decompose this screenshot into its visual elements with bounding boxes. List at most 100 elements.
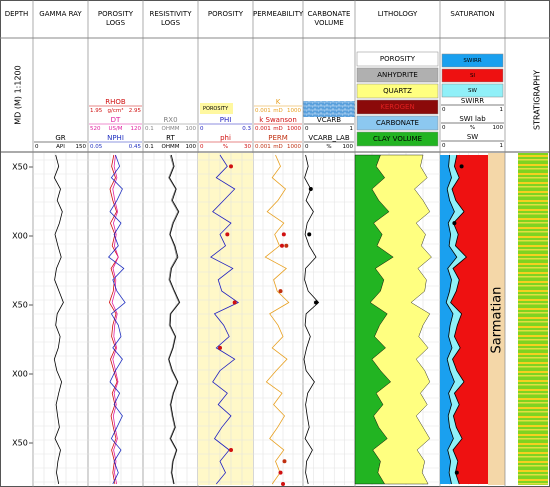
swirr-fill bbox=[440, 155, 457, 484]
curve-name: phi bbox=[220, 134, 231, 142]
scale-unit: % bbox=[326, 144, 331, 150]
scale-min: 0 bbox=[35, 144, 39, 150]
track-label: POROSITY bbox=[203, 106, 229, 112]
legend-swatch bbox=[356, 67, 439, 83]
log-curve bbox=[108, 154, 126, 485]
legend-label: SI bbox=[470, 73, 475, 79]
depth-label: X50 bbox=[12, 163, 28, 172]
strat-title: STRATIGRAPHY bbox=[533, 70, 542, 130]
scale-max: 1 bbox=[350, 126, 354, 132]
legend-swatch bbox=[356, 131, 439, 147]
lab-point bbox=[308, 187, 313, 192]
scale-unit: % bbox=[223, 144, 228, 150]
legend-label: CARBONATE bbox=[376, 119, 419, 127]
track-title: SATURATION bbox=[450, 10, 495, 18]
log-curve bbox=[168, 154, 181, 485]
depth-label: X00 bbox=[12, 232, 28, 241]
strat-unit: Sarmatian bbox=[490, 287, 505, 354]
legend-swatch bbox=[356, 83, 439, 99]
scale-min: 0.1 bbox=[145, 144, 154, 150]
log-curve bbox=[53, 154, 64, 485]
lab-point bbox=[278, 470, 283, 475]
scale-min: 0 bbox=[305, 144, 309, 150]
lab-point bbox=[281, 232, 286, 237]
scale-unit: OHMM bbox=[162, 126, 180, 132]
scale-unit: mD bbox=[273, 126, 283, 132]
legend-label: POROSITY bbox=[380, 55, 416, 63]
log-curve bbox=[167, 154, 180, 485]
scale-min: 0 bbox=[305, 126, 309, 132]
legend-swatch bbox=[441, 83, 504, 98]
strat-column bbox=[518, 153, 548, 485]
track-bg bbox=[198, 153, 253, 485]
curve-name: SWIRR bbox=[461, 97, 484, 105]
track-title: CARBONATE VOLUME bbox=[307, 10, 351, 27]
legend-swatch bbox=[441, 68, 504, 83]
scale-min: 0 bbox=[442, 143, 446, 149]
curve-name: RX0 bbox=[163, 116, 177, 124]
scale-max: 120 bbox=[131, 126, 142, 132]
scale-min: 520 bbox=[90, 126, 101, 132]
log-curve bbox=[303, 154, 320, 485]
label-box bbox=[200, 103, 233, 114]
track-title: RESISTIVITY LOGS bbox=[149, 10, 192, 27]
scale-unit: mD bbox=[273, 108, 283, 114]
si-fill bbox=[450, 155, 488, 484]
track-title: LITHOLOGY bbox=[377, 10, 418, 18]
sw-fill bbox=[446, 155, 467, 484]
scale-min: 1.95 bbox=[90, 108, 103, 114]
scale-max: 100 bbox=[343, 144, 354, 150]
log-curve bbox=[210, 154, 240, 485]
lab-point bbox=[278, 289, 283, 294]
scale-max: 1 bbox=[500, 107, 504, 113]
scale-max: 1000 bbox=[287, 108, 301, 114]
scale-max: 0.3 bbox=[242, 126, 251, 132]
legend-swatch bbox=[356, 115, 439, 131]
scale-max: 100 bbox=[493, 125, 504, 131]
lab-point bbox=[314, 300, 318, 305]
scale-max: 30 bbox=[244, 144, 251, 150]
track-title: DEPTH bbox=[4, 10, 29, 18]
scale-max: 150 bbox=[76, 144, 87, 150]
depth-label: X00 bbox=[12, 370, 28, 379]
curve-name: RT bbox=[166, 134, 175, 142]
curve-name: PHI bbox=[220, 116, 232, 124]
curve-name: NPHI bbox=[107, 134, 124, 142]
lithology-fill bbox=[369, 154, 432, 485]
lab-point bbox=[281, 482, 286, 486]
scale-min: 0 bbox=[442, 125, 446, 131]
scale-unit: API bbox=[56, 144, 65, 150]
scale-min: 0.1 bbox=[145, 126, 154, 132]
lab-point bbox=[282, 459, 287, 464]
scale-max: 100 bbox=[186, 126, 197, 132]
scale-max: 1 bbox=[500, 143, 504, 149]
curve-name: K bbox=[276, 98, 281, 106]
curve-name: DT bbox=[111, 116, 121, 124]
legend-label: QUARTZ bbox=[383, 87, 412, 95]
scale-max: 1000 bbox=[287, 144, 301, 150]
curve-name: k Swanson bbox=[259, 116, 297, 124]
scale-max: 0.45 bbox=[129, 144, 142, 150]
scale-unit: mD bbox=[273, 144, 283, 150]
lab-point bbox=[229, 164, 233, 169]
curve-name: RHOB bbox=[105, 98, 126, 106]
legend-swatch bbox=[356, 51, 439, 67]
curve-name: VCARB_LAB bbox=[308, 134, 349, 142]
carbonate-pattern bbox=[303, 101, 355, 117]
lab-point bbox=[218, 345, 222, 350]
scale-max: 1000 bbox=[287, 126, 301, 132]
legend-label: KEROGEN bbox=[380, 103, 414, 111]
track-title: POROSITY bbox=[207, 10, 244, 18]
legend-label: ANHYDRITE bbox=[377, 71, 418, 79]
legend-swatch bbox=[441, 53, 504, 68]
scale-unit: US/M bbox=[108, 126, 122, 132]
log-curve bbox=[445, 154, 458, 485]
depth-label: X50 bbox=[12, 301, 28, 310]
curve-name: SWI lab bbox=[459, 115, 486, 123]
log-curve bbox=[111, 154, 119, 485]
curve-name: PERM bbox=[268, 134, 288, 142]
lab-point bbox=[229, 447, 233, 452]
lab-point bbox=[225, 232, 230, 237]
